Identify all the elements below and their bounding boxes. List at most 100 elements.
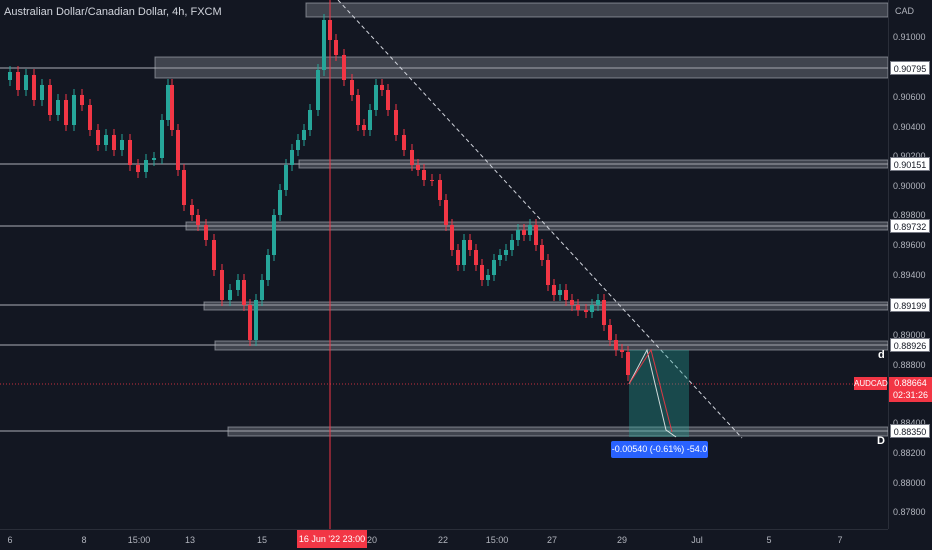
candle-body (386, 90, 390, 110)
time-tick: 27 (546, 535, 558, 545)
candle-body (160, 120, 164, 158)
candle-body (260, 280, 264, 300)
zone-rectangle (214, 340, 888, 351)
candle-body (456, 250, 460, 265)
candle-body (368, 110, 372, 130)
candle-body (236, 280, 240, 290)
candle-body (522, 230, 526, 235)
candle-body (402, 135, 406, 150)
time-tick: 15:00 (127, 535, 151, 545)
candle-body (254, 300, 258, 340)
candle-body (552, 285, 556, 295)
candle-body (504, 250, 508, 255)
price-tick: 0.90200 (893, 151, 926, 161)
candle-body (416, 165, 420, 170)
candle-body (290, 150, 294, 165)
candle-body (266, 255, 270, 280)
candle-body (220, 270, 224, 300)
zone-rectangle (298, 159, 888, 169)
candle-body (112, 135, 116, 150)
price-tick: 0.89000 (893, 330, 926, 340)
time-tick: 5 (766, 535, 772, 545)
candle-body (608, 325, 612, 340)
candle-body (322, 20, 326, 70)
candlestick-chart[interactable] (0, 0, 888, 529)
time-tick: 20 (366, 535, 378, 545)
candle-body (302, 130, 306, 140)
candle-body (474, 250, 478, 265)
time-tick: 15 (256, 535, 268, 545)
candle-body (430, 180, 434, 181)
candle-body (422, 170, 426, 180)
candle-body (308, 110, 312, 130)
candle-body (8, 72, 12, 80)
price-tick: 0.88000 (893, 478, 926, 488)
time-tick: 13 (184, 535, 196, 545)
candle-body (334, 40, 338, 55)
candle-body (40, 85, 44, 100)
candle-body (576, 305, 580, 310)
price-tick: 0.90000 (893, 181, 926, 191)
time-axis[interactable]: 6 8 15:00 13 15 20 22 15:00 27 29 Jul 5 … (0, 529, 888, 550)
chart-title: Australian Dollar/Canadian Dollar, 4h, F… (4, 6, 222, 18)
trend-line (337, 0, 743, 439)
candle-body (498, 255, 502, 260)
time-tick: 7 (837, 535, 843, 545)
point-label-D: D (877, 435, 885, 447)
candle-body (152, 158, 156, 160)
level-tag: 0.90795 (890, 61, 930, 75)
candle-body (620, 350, 624, 352)
candle-body (462, 240, 466, 265)
candle-body (468, 240, 472, 250)
candle-body (546, 260, 550, 285)
candle-body (196, 215, 200, 225)
candle-body (228, 290, 232, 300)
zone-rectangle (154, 56, 888, 79)
candle-body (410, 150, 414, 165)
candle-body (394, 110, 398, 135)
candle-body (278, 190, 282, 215)
candle-body (328, 20, 332, 40)
candle-body (316, 70, 320, 110)
candle-body (570, 300, 574, 305)
time-tick: 22 (437, 535, 449, 545)
symbol-tag: AUDCAD (854, 377, 888, 390)
price-axis[interactable]: CAD 0.91000 0.90600 0.90400 0.90200 0.90… (888, 0, 932, 529)
candle-body (170, 85, 174, 130)
candle-body (380, 85, 384, 90)
zone-rectangle (227, 426, 888, 437)
candle-body (128, 140, 132, 165)
level-tag: 0.88926 (890, 338, 930, 352)
candle-body (480, 265, 484, 280)
candle-body (438, 180, 442, 200)
level-tag: 0.89732 (890, 219, 930, 233)
candle-body (204, 225, 208, 240)
price-tick: 0.88800 (893, 360, 926, 370)
candle-body (296, 140, 300, 150)
candle-body (534, 225, 538, 245)
candle-body (284, 165, 288, 190)
candle-countdown: 02:31:26 (892, 390, 929, 400)
candle-body (492, 260, 496, 275)
candle-body (362, 125, 366, 130)
measure-box (629, 350, 689, 437)
time-tick: 15:00 (485, 535, 509, 545)
candle-body (32, 75, 36, 100)
time-tick: Jul (691, 535, 703, 545)
price-tick: 0.89600 (893, 240, 926, 250)
candle-body (540, 245, 544, 260)
candle-body (56, 100, 60, 115)
price-tick: 0.89800 (893, 210, 926, 220)
current-price-tag: 0.88664 02:31:26 (889, 377, 932, 402)
candle-body (350, 80, 354, 95)
candle-body (120, 140, 124, 150)
candle-body (272, 215, 276, 255)
candle-body (136, 165, 140, 172)
candle-body (48, 85, 52, 115)
candle-body (444, 200, 448, 225)
candle-body (558, 290, 562, 295)
candle-body (516, 230, 520, 240)
candle-body (88, 105, 92, 130)
chart-plot-area[interactable]: Australian Dollar/Canadian Dollar, 4h, F… (0, 0, 888, 529)
